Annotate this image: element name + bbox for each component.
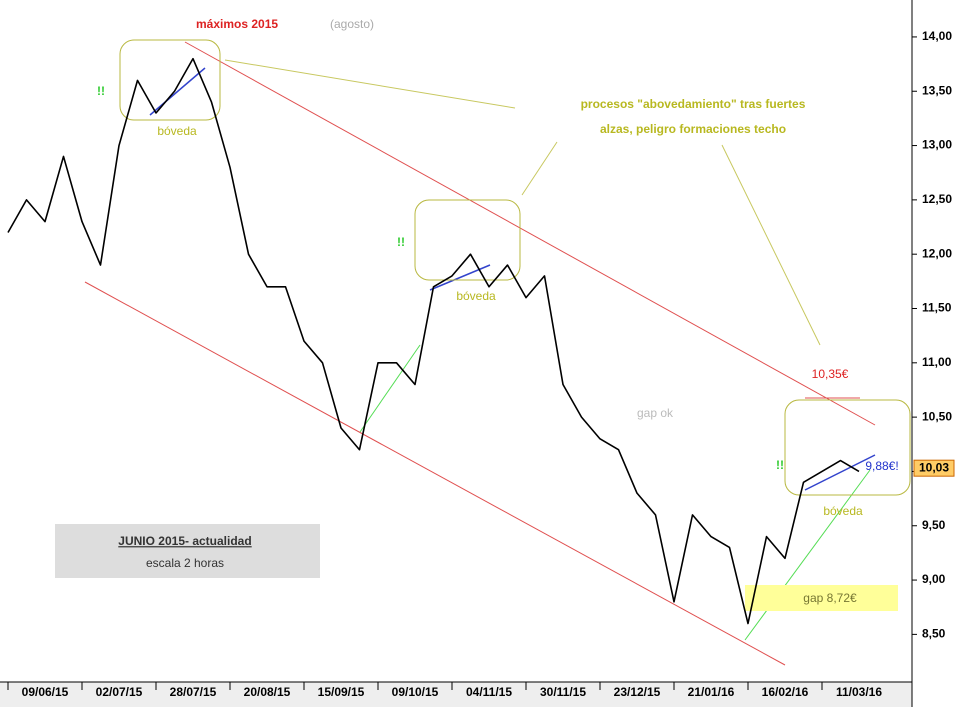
annotation: JUNIO 2015- actualidad	[118, 534, 251, 548]
y-tick-label: 9,50	[922, 518, 946, 532]
dome-line	[804, 454, 876, 491]
dome-line	[429, 264, 491, 291]
dome-box	[784, 399, 911, 496]
y-tick-label: 10,50	[922, 409, 952, 423]
channel-upper	[184, 41, 876, 426]
x-tick-label: 30/11/15	[540, 685, 586, 699]
x-tick-label: 04/11/15	[466, 685, 512, 699]
annotation: !!	[97, 84, 105, 98]
x-tick-label: 16/02/16	[762, 685, 809, 699]
annotation: procesos "abovedamiento" tras fuertes	[581, 97, 806, 111]
dome-line	[149, 67, 206, 116]
info-box	[55, 524, 320, 578]
support-line	[359, 344, 421, 433]
annotation: !!	[776, 458, 784, 472]
y-tick-label: 14,00	[922, 29, 952, 43]
x-tick-label: 23/12/15	[614, 685, 661, 699]
dome-box	[119, 39, 221, 121]
x-tick-label: 09/10/15	[392, 685, 439, 699]
y-tick-label: 11,00	[922, 355, 952, 369]
y-tick-label: 9,00	[922, 572, 946, 586]
x-axis-band	[0, 682, 912, 707]
annotation: 9,88€!	[865, 459, 898, 473]
y-tick-label: 13,50	[922, 83, 952, 97]
last-price-box	[913, 459, 955, 477]
annotation: máximos 2015	[196, 17, 278, 31]
x-tick-label: 21/01/16	[688, 685, 735, 699]
x-tick-label: 20/08/15	[244, 685, 291, 699]
annotation: bóveda	[157, 124, 197, 138]
annotation: bóveda	[456, 289, 496, 303]
annotation: 10,35€	[812, 367, 849, 381]
dome-box	[414, 199, 521, 281]
callout-arrow	[224, 59, 516, 109]
gap-box	[745, 585, 898, 611]
annotation: !!	[397, 235, 405, 249]
annotation: bóveda	[823, 504, 863, 518]
x-tick-label: 28/07/15	[170, 685, 217, 699]
y-tick-label: 13,00	[922, 138, 952, 152]
x-tick-label: 02/07/15	[96, 685, 143, 699]
y-tick-label: 12,00	[922, 246, 952, 260]
y-tick-label: 11,50	[922, 301, 952, 315]
annotation: gap 8,72€	[803, 591, 857, 605]
callout-arrow	[521, 141, 558, 196]
y-tick-label: 12,50	[922, 192, 952, 206]
annotation: escala 2 horas	[146, 556, 224, 570]
channel-lower	[84, 281, 786, 666]
y-tick-label: 8,50	[922, 627, 946, 641]
annotation: alzas, peligro formaciones techo	[600, 122, 786, 136]
annotation: gap ok	[637, 406, 674, 420]
support-line	[744, 469, 871, 641]
callout-arrow	[721, 144, 821, 346]
x-tick-label: 11/03/16	[836, 685, 882, 699]
price-line	[7, 57, 860, 625]
x-tick-label: 09/06/15	[22, 685, 69, 699]
annotation: (agosto)	[330, 17, 374, 31]
x-tick-label: 15/09/15	[318, 685, 365, 699]
last-price-label: 10,03	[919, 460, 949, 474]
